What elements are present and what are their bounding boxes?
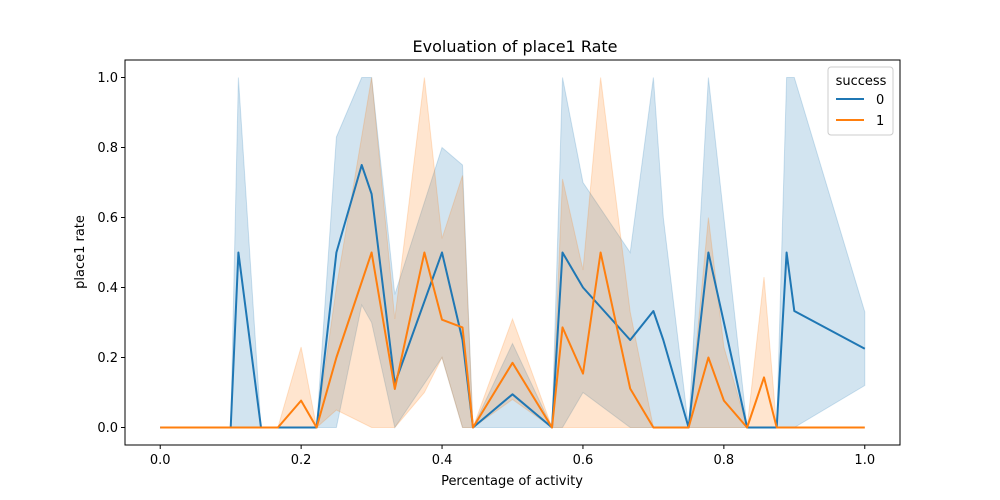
legend-label-series-0: 0 bbox=[876, 93, 884, 108]
y-tick-label: 0.6 bbox=[97, 211, 118, 226]
line-series-1 bbox=[160, 251, 865, 429]
x-tick-label: 1.0 bbox=[854, 453, 875, 468]
x-axis-label: Percentage of activity bbox=[441, 474, 583, 489]
y-tick-label: 0.4 bbox=[97, 281, 118, 296]
legend-box bbox=[827, 66, 894, 136]
x-tick-label: 0.2 bbox=[291, 453, 312, 468]
confidence-bands bbox=[160, 77, 866, 429]
y-tick-label: 0.8 bbox=[97, 141, 118, 156]
y-tick-label: 0.2 bbox=[97, 351, 118, 366]
chart-title: Evoluation of place1 Rate bbox=[413, 37, 618, 56]
series-lines bbox=[160, 164, 866, 429]
legend: success 0 1 bbox=[827, 66, 894, 136]
y-axis: 0.0 0.2 0.4 0.6 0.8 1.0 bbox=[97, 71, 125, 436]
legend-title: success bbox=[836, 74, 887, 89]
legend-label-series-1: 1 bbox=[876, 114, 884, 129]
y-axis-label: place1 rate bbox=[73, 215, 88, 289]
confidence-band-series-1 bbox=[160, 77, 865, 428]
x-axis: 0.0 0.2 0.4 0.6 0.8 1.0 bbox=[150, 445, 875, 468]
x-tick-label: 0.8 bbox=[714, 453, 735, 468]
plot-area-frame bbox=[124, 59, 901, 446]
y-tick-label: 0.0 bbox=[97, 421, 118, 436]
x-tick-label: 0.6 bbox=[573, 453, 594, 468]
x-tick-label: 0.0 bbox=[150, 453, 171, 468]
y-tick-label: 1.0 bbox=[97, 71, 118, 86]
x-tick-label: 0.4 bbox=[432, 453, 453, 468]
